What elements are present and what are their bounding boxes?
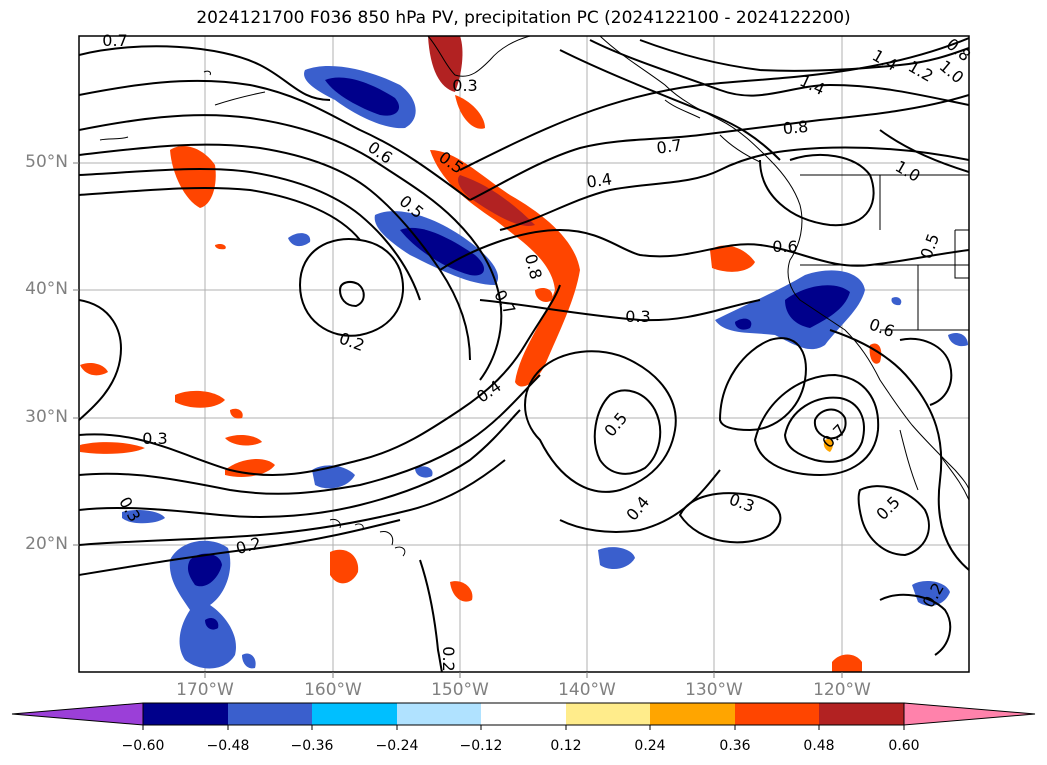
map-title: 2024121700 F036 850 hPa PV, precipitatio… bbox=[196, 8, 851, 28]
lon-label: 170°W bbox=[176, 680, 234, 700]
colorbar-tick-label: 0.48 bbox=[803, 738, 835, 754]
colorbar-tick-label: 0.60 bbox=[888, 738, 920, 754]
negative-precip-core bbox=[325, 77, 400, 116]
colorbar-segment bbox=[481, 703, 566, 725]
contour-label: 0.5 bbox=[917, 231, 944, 261]
colorbar-segment bbox=[397, 703, 481, 725]
map-frame bbox=[78, 35, 970, 673]
negative-precip-area bbox=[288, 233, 311, 247]
colorbar-tick-label: −0.12 bbox=[459, 738, 503, 754]
colorbar-extend-low bbox=[11, 702, 144, 726]
contour-label: 0.5 bbox=[600, 409, 631, 441]
contour-label: 0.2 bbox=[337, 329, 367, 356]
contour-label: 0.2 bbox=[439, 646, 458, 671]
positive-precip-area bbox=[428, 36, 463, 92]
contour-label: 0.7 bbox=[655, 135, 683, 157]
contour-label: 0.8 bbox=[782, 117, 809, 138]
contour-label: 0.3 bbox=[625, 307, 650, 326]
contour-label: 0.7 bbox=[490, 286, 519, 318]
colorbar-segment bbox=[228, 703, 312, 725]
colorbar-segment bbox=[312, 703, 397, 725]
colorbar-segment bbox=[650, 703, 735, 725]
contour-label: 0.3 bbox=[727, 490, 757, 517]
colorbar-segment bbox=[566, 703, 650, 725]
negative-precip-core bbox=[187, 553, 222, 587]
contour-label: 0.7 bbox=[102, 31, 127, 50]
contour-label: 0.4 bbox=[585, 169, 613, 191]
lat-label: 20°N bbox=[25, 534, 68, 554]
colorbar-tick-label: 0.12 bbox=[550, 738, 582, 754]
negative-precip-core bbox=[785, 285, 850, 328]
contour-label: 0.4 bbox=[622, 493, 653, 525]
colorbar-tick-label: −0.36 bbox=[290, 738, 334, 754]
negative-precip-core bbox=[400, 227, 485, 276]
colorbar bbox=[11, 702, 1036, 730]
negative-precip-area bbox=[169, 540, 236, 669]
contour-label: 0.5 bbox=[872, 492, 903, 523]
lat-label: 30°N bbox=[25, 407, 68, 427]
colorbar-tick-label: −0.48 bbox=[206, 738, 250, 754]
colorbar-segment bbox=[735, 703, 819, 725]
contour-label: 0.3 bbox=[452, 76, 477, 95]
positive-precip-core bbox=[458, 175, 535, 226]
colorbar-segment bbox=[143, 703, 228, 725]
colorbar-tick-label: 0.24 bbox=[634, 738, 666, 754]
contour-label: 0.4 bbox=[473, 376, 505, 406]
colorbar-tick-label: −0.60 bbox=[121, 738, 165, 754]
positive-precip-area bbox=[170, 145, 216, 208]
gridlines bbox=[79, 36, 969, 672]
coastlines bbox=[99, 36, 969, 557]
precipitation-shading bbox=[80, 36, 968, 672]
lat-label: 50°N bbox=[25, 152, 68, 172]
contour-label: 1.2 bbox=[905, 57, 937, 86]
pv-contours bbox=[79, 37, 969, 672]
contour-label: 0.6 bbox=[772, 237, 797, 256]
lon-label: 150°W bbox=[431, 680, 489, 700]
lon-label: 130°W bbox=[685, 680, 743, 700]
contour-label: 1.4 bbox=[869, 46, 901, 75]
lat-label: 40°N bbox=[25, 279, 68, 299]
contour-label: 1.0 bbox=[892, 157, 924, 186]
lon-label: 160°W bbox=[304, 680, 362, 700]
colorbar-tick-label: −0.24 bbox=[375, 738, 419, 754]
contour-label: 0.6 bbox=[867, 315, 897, 342]
positive-precip-area bbox=[710, 245, 755, 272]
colorbar-tick-label: 0.36 bbox=[719, 738, 751, 754]
borders bbox=[800, 174, 969, 331]
colorbar-extend-high bbox=[903, 702, 1036, 726]
colorbar-segment bbox=[819, 703, 904, 725]
lon-label: 120°W bbox=[813, 680, 871, 700]
contour-label: 0.3 bbox=[142, 429, 167, 448]
positive-precip-area bbox=[430, 150, 580, 387]
lon-label: 140°W bbox=[558, 680, 616, 700]
